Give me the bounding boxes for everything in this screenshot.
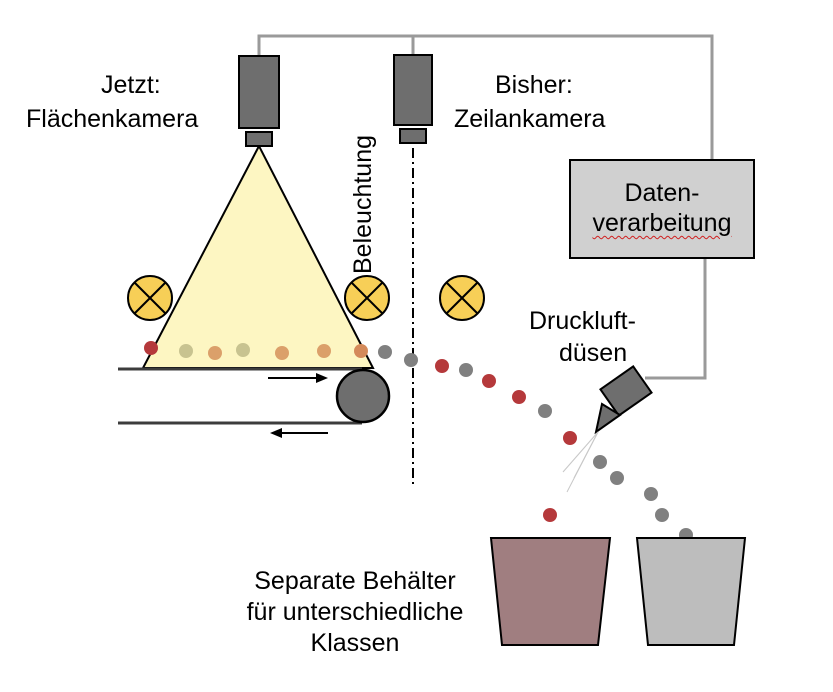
area-camera-label-2: Flächenkamera: [26, 105, 199, 133]
containers-label-3: Klassen: [310, 629, 400, 657]
line-camera-label-2: Zeilankamera: [454, 105, 606, 133]
data-processing-box: [569, 159, 755, 259]
particle: [538, 404, 552, 418]
particle: [208, 346, 222, 360]
line-camera-icon: [393, 54, 433, 144]
lamp-icon: [127, 275, 173, 321]
particle: [404, 353, 418, 367]
particle: [512, 390, 526, 404]
gray-bin: [635, 537, 747, 646]
particle: [354, 344, 368, 358]
area-camera-label-1: Jetzt:: [101, 71, 161, 99]
arrow-icon: [270, 428, 328, 438]
particle: [459, 363, 473, 377]
air-nozzles-label-1: Druckluft-: [529, 307, 636, 335]
containers-label-1: Separate Behälter: [254, 567, 456, 595]
particle: [593, 455, 607, 469]
arrow-icon: [268, 373, 328, 383]
lamp-icon: [439, 275, 485, 321]
particles: [144, 341, 693, 542]
containers-label-2: für unterschiedliche: [246, 598, 464, 626]
nozzle-icon: [594, 365, 653, 435]
particle: [563, 431, 577, 445]
particle: [378, 345, 392, 359]
area-camera-icon: [238, 55, 280, 147]
lighting-label: Beleuchtung: [349, 134, 377, 274]
particle: [144, 341, 158, 355]
line-camera-label-1: Bisher:: [495, 71, 573, 99]
light-cone: [141, 143, 375, 369]
air-jet: [562, 431, 599, 493]
nozzle-wire: [645, 258, 707, 380]
conveyor-belt: [118, 367, 391, 425]
particle: [655, 508, 669, 522]
particle: [317, 344, 331, 358]
particle: [179, 344, 193, 358]
particle: [610, 471, 624, 485]
belt-roller: [335, 368, 391, 424]
particle: [482, 374, 496, 388]
particle: [435, 359, 449, 373]
air-nozzles-label-2: düsen: [559, 339, 628, 367]
lamp-icon: [344, 275, 390, 321]
particle: [236, 343, 250, 357]
particle: [275, 346, 289, 360]
data-processing-label-2: verarbeitung: [592, 209, 732, 237]
particle: [644, 487, 658, 501]
camera-wire: [257, 34, 714, 160]
particle: [543, 508, 557, 522]
data-processing-label-1: Daten-: [624, 179, 700, 207]
red-bin: [489, 537, 612, 646]
